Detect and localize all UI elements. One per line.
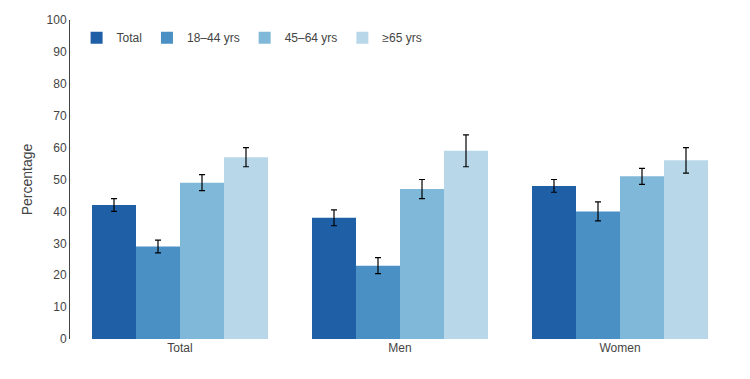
svg-text:60: 60 — [53, 141, 67, 155]
svg-text:30: 30 — [53, 237, 67, 251]
svg-text:45–64 yrs: 45–64 yrs — [285, 31, 338, 45]
svg-text:10: 10 — [53, 300, 67, 314]
svg-text:100: 100 — [47, 13, 67, 27]
svg-text:90: 90 — [53, 45, 67, 59]
svg-text:Women: Women — [599, 341, 640, 355]
svg-text:50: 50 — [53, 173, 67, 187]
svg-text:0: 0 — [60, 332, 67, 346]
svg-text:70: 70 — [53, 109, 67, 123]
svg-text:40: 40 — [53, 205, 67, 219]
svg-text:20: 20 — [53, 268, 67, 282]
svg-text:Percentage: Percentage — [19, 143, 35, 215]
svg-text:Men: Men — [388, 341, 411, 355]
svg-text:80: 80 — [53, 77, 67, 91]
svg-text:Total: Total — [117, 31, 142, 45]
svg-text:Total: Total — [167, 341, 192, 355]
svg-text:≥65 yrs: ≥65 yrs — [382, 31, 421, 45]
svg-text:18–44 yrs: 18–44 yrs — [187, 31, 240, 45]
